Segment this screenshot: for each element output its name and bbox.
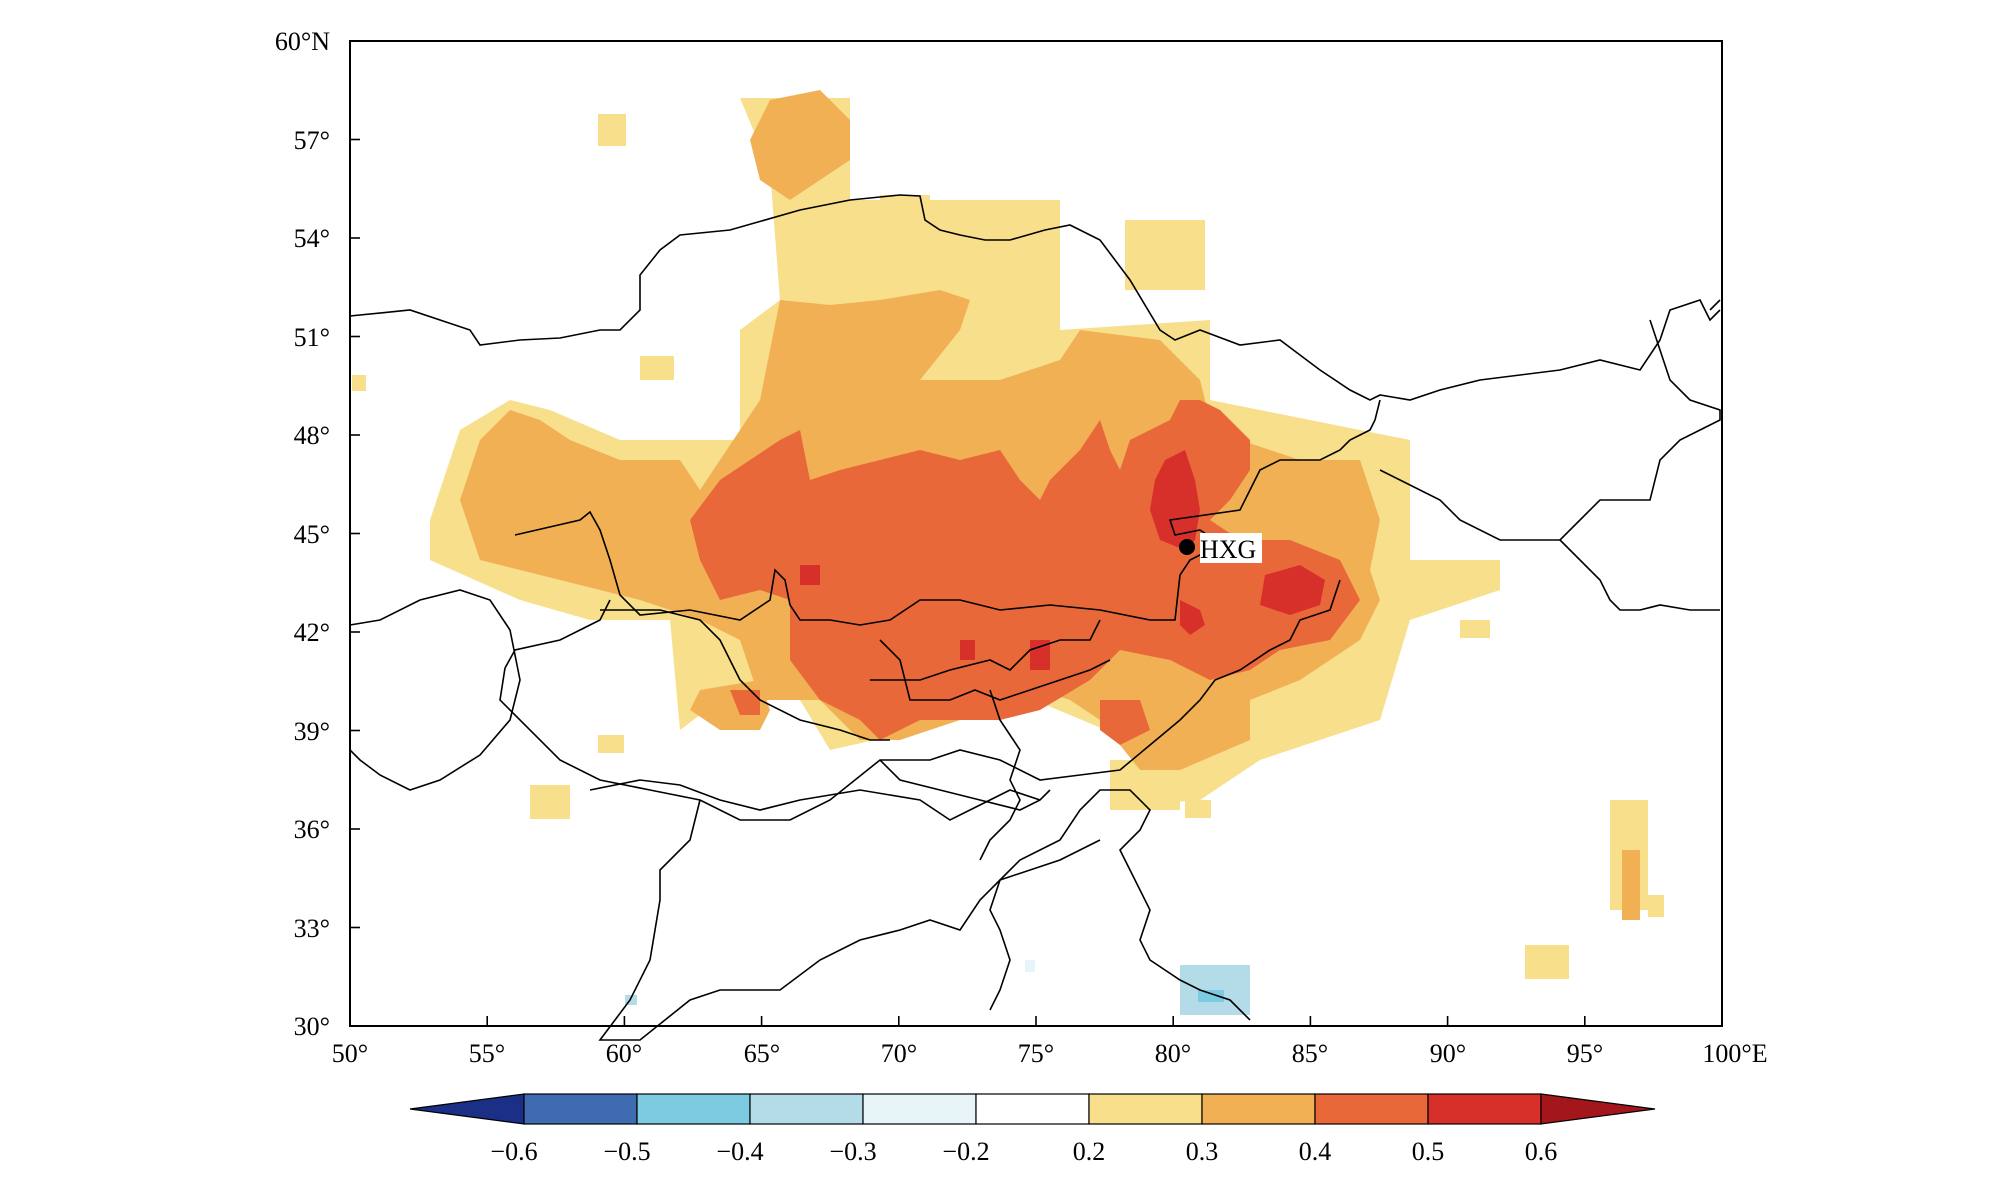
lat-label: 39° bbox=[294, 717, 330, 746]
colorbar-box bbox=[636, 1093, 751, 1125]
colorbar-tick-label: 0.2 bbox=[1073, 1137, 1106, 1166]
colorbar-box bbox=[749, 1093, 864, 1125]
lon-label: 80° bbox=[1155, 1039, 1191, 1068]
lon-label: 95° bbox=[1567, 1039, 1603, 1068]
colorbar-tick-label: −0.6 bbox=[490, 1137, 537, 1166]
lon-label: 85° bbox=[1292, 1039, 1328, 1068]
station-label: HXG bbox=[1200, 535, 1256, 564]
longitude-labels: 50° 55° 60° 65° 70° 75° 80° 85° 90° 95° … bbox=[332, 1039, 1768, 1068]
station-label-bg bbox=[1200, 533, 1262, 563]
lon-label: 70° bbox=[881, 1039, 917, 1068]
lat-label: 54° bbox=[294, 224, 330, 253]
lat-label: 36° bbox=[294, 815, 330, 844]
lon-label: 60° bbox=[606, 1039, 642, 1068]
lat-label: 33° bbox=[294, 914, 330, 943]
lon-label: 55° bbox=[469, 1039, 505, 1068]
colorbar-tick-label: 0.6 bbox=[1525, 1137, 1558, 1166]
colorbar bbox=[409, 1093, 1656, 1125]
colorbar-box bbox=[1427, 1093, 1542, 1125]
colorbar-box bbox=[523, 1093, 638, 1125]
colorbar-tick-label: −0.3 bbox=[829, 1137, 876, 1166]
station-marker: HXG bbox=[1179, 533, 1262, 564]
colorbar-tick-label: 0.4 bbox=[1299, 1137, 1332, 1166]
colorbar-box bbox=[1088, 1093, 1203, 1125]
anomaly-shading bbox=[352, 90, 1664, 1015]
colorbar-tick-labels: −0.6 −0.5 −0.4 −0.3 −0.2 0.2 0.3 0.4 0.5… bbox=[490, 1137, 1557, 1166]
colorbar-box bbox=[1314, 1093, 1429, 1125]
lon-label: 100°E bbox=[1702, 1039, 1767, 1068]
colorbar-tick-label: 0.3 bbox=[1186, 1137, 1219, 1166]
lat-label: 51° bbox=[294, 323, 330, 352]
lon-label: 75° bbox=[1018, 1039, 1054, 1068]
lat-label: 42° bbox=[294, 618, 330, 647]
lon-label: 65° bbox=[744, 1039, 780, 1068]
colorbar-box bbox=[975, 1093, 1090, 1125]
lat-label: 48° bbox=[294, 421, 330, 450]
axis-ticks bbox=[349, 40, 1723, 1027]
negative-patches bbox=[625, 960, 1250, 1015]
lat-label: 45° bbox=[294, 520, 330, 549]
colorbar-tick-label: −0.5 bbox=[603, 1137, 650, 1166]
colorbar-box bbox=[1201, 1093, 1316, 1125]
lat-label: 60°N bbox=[275, 27, 330, 56]
colorbar-arrow-right bbox=[1540, 1093, 1656, 1125]
latitude-labels: 60°N 57° 54° 51° 48° 45° 42° 39° 36° 33°… bbox=[275, 27, 330, 1041]
lon-label: 90° bbox=[1430, 1039, 1466, 1068]
level-0.5-0.6 bbox=[800, 450, 1325, 670]
colorbar-box bbox=[862, 1093, 977, 1125]
lon-label: 50° bbox=[332, 1039, 368, 1068]
lat-label: 30° bbox=[294, 1012, 330, 1041]
country-borders bbox=[349, 194, 1721, 1041]
colorbar-arrow-left bbox=[409, 1093, 525, 1125]
colorbar-tick-label: −0.4 bbox=[716, 1137, 763, 1166]
colorbar-tick-label: −0.2 bbox=[942, 1137, 989, 1166]
station-dot bbox=[1179, 539, 1195, 555]
colorbar-tick-label: 0.5 bbox=[1412, 1137, 1445, 1166]
lat-label: 57° bbox=[294, 126, 330, 155]
